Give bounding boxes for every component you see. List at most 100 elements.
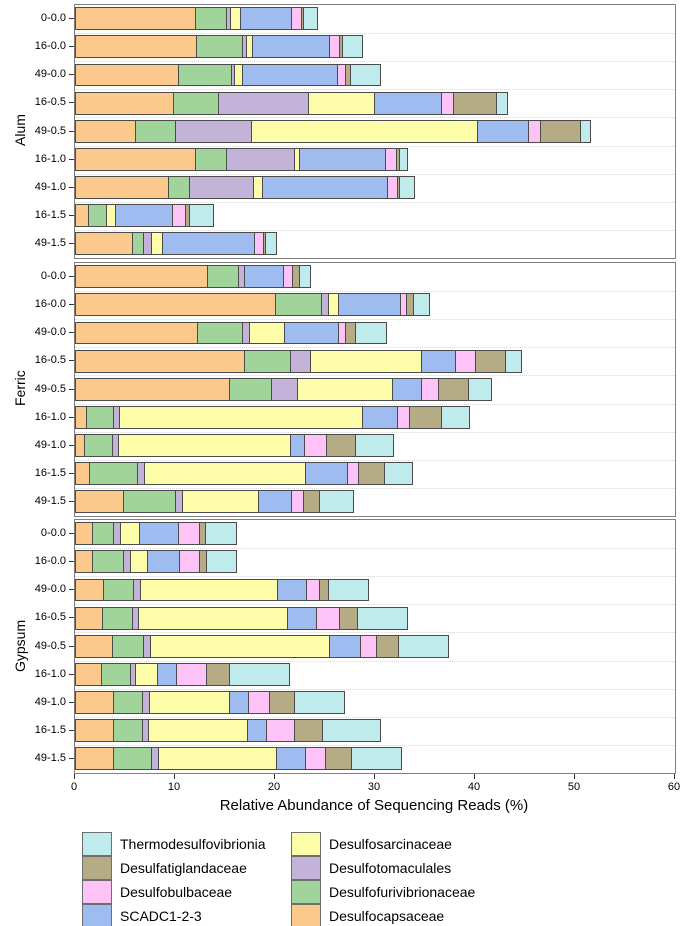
bar-alum-49-0.0 bbox=[75, 63, 381, 87]
bar-segment-Desulfofurivibrionaceae bbox=[92, 522, 114, 546]
bar-segment-Thermodesulfovibrionia bbox=[205, 522, 237, 546]
bar-alum-49-1.0 bbox=[75, 175, 415, 199]
category-label: 49-0.5 bbox=[34, 124, 66, 137]
x-tick-mark bbox=[374, 774, 375, 779]
minor-gridline bbox=[75, 33, 675, 35]
bar-segment-Desulfobulbaceae bbox=[360, 634, 377, 658]
bar-segment-Desulfatiglandaceae bbox=[325, 747, 352, 771]
bar-segment-Desulfosarcinaceae bbox=[140, 578, 278, 602]
bar-alum-0-0.0 bbox=[75, 7, 318, 31]
bar-segment-SCADC1-2-3 bbox=[252, 35, 330, 59]
bar-segment-Desulfocapsaceae bbox=[75, 578, 104, 602]
bar-ferric-49-1.5 bbox=[75, 490, 354, 514]
x-tick-mark bbox=[674, 774, 675, 779]
bar-segment-Desulfatiglandaceae bbox=[206, 662, 230, 686]
category-label: 16-0.0 bbox=[34, 40, 66, 53]
bar-alum-16-0.5 bbox=[75, 91, 508, 115]
minor-gridline bbox=[75, 117, 675, 119]
bar-segment-Thermodesulfovibrionia bbox=[399, 147, 408, 171]
bar-segment-Desulfofurivibrionaceae bbox=[88, 204, 107, 227]
bar-gypsum-16-1.5 bbox=[75, 719, 381, 742]
legend: Thermodesulfovibrionia Desulfatiglandacea… bbox=[0, 828, 685, 926]
bar-segment-Desulfocapsaceae bbox=[75, 606, 103, 630]
bar-segment-Thermodesulfovibrionia bbox=[580, 119, 591, 143]
bar-segment-SCADC1-2-3 bbox=[299, 147, 386, 171]
bar-segment-Thermodesulfovibrionia bbox=[496, 91, 508, 115]
bar-segment-Thermodesulfovibrionia bbox=[413, 293, 430, 317]
category-label: 16-0.5 bbox=[34, 611, 66, 624]
bar-segment-Desulfocapsaceae bbox=[75, 522, 93, 546]
y-tick-mark bbox=[69, 130, 74, 132]
bar-segment-Desulfocapsaceae bbox=[75, 35, 197, 59]
minor-gridline bbox=[75, 604, 675, 606]
y-tick-mark bbox=[69, 589, 74, 591]
y-tick-mark bbox=[69, 533, 74, 535]
minor-gridline bbox=[75, 548, 675, 550]
bar-segment-Desulfocapsaceae bbox=[75, 7, 196, 31]
bar-segment-SCADC1-2-3 bbox=[392, 377, 422, 401]
bar-gypsum-16-1.0 bbox=[75, 662, 290, 686]
panel-label-gypsum: Gypsum bbox=[12, 619, 28, 672]
x-tick-mark bbox=[474, 774, 475, 779]
y-tick-mark bbox=[69, 276, 74, 278]
bar-segment-Desulfofurivibrionaceae bbox=[84, 433, 113, 457]
bar-segment-Desulfosarcinaceae bbox=[148, 719, 248, 742]
x-tick-mark bbox=[274, 774, 275, 779]
bar-segment-Desulfosarcinaceae bbox=[297, 377, 393, 401]
bar-segment-Desulfocapsaceae bbox=[75, 293, 276, 317]
minor-gridline bbox=[75, 229, 675, 231]
bar-segment-Thermodesulfovibrionia bbox=[351, 747, 402, 771]
bar-segment-Desulfatiglandaceae bbox=[303, 490, 320, 514]
bar-segment-Desulfobulbaceae bbox=[178, 522, 200, 546]
category-label: 49-0.0 bbox=[34, 583, 66, 596]
bar-segment-Desulfobulbaceae bbox=[172, 204, 186, 227]
bar-segment-Desulfobulbaceae bbox=[455, 349, 476, 373]
bar-segment-Desulfosarcinaceae bbox=[308, 91, 375, 115]
y-tick-mark bbox=[69, 18, 74, 20]
y-tick-mark bbox=[69, 102, 74, 104]
legend-swatch-Desulfotomaculales bbox=[291, 856, 321, 880]
bar-segment-SCADC1-2-3 bbox=[147, 550, 180, 574]
bar-segment-Desulfosarcinaceae bbox=[251, 119, 478, 143]
bar-segment-Desulfobulbaceae bbox=[179, 550, 200, 574]
bar-segment-Thermodesulfovibrionia bbox=[319, 490, 354, 514]
bar-segment-Desulfofurivibrionaceae bbox=[275, 293, 322, 317]
bar-segment-Desulfobulbaceae bbox=[306, 578, 320, 602]
bar-segment-Desulfofurivibrionaceae bbox=[207, 265, 239, 289]
bar-segment-Desulfofurivibrionaceae bbox=[113, 719, 143, 742]
bar-segment-Desulfofurivibrionaceae bbox=[196, 35, 243, 59]
bar-segment-Desulfofurivibrionaceae bbox=[102, 606, 133, 630]
y-tick-mark bbox=[69, 332, 74, 334]
y-tick-mark bbox=[69, 645, 74, 647]
bar-segment-Desulfatiglandaceae bbox=[269, 690, 295, 714]
bar-segment-Desulfobulbaceae bbox=[176, 662, 207, 686]
x-tick-mark bbox=[74, 774, 75, 779]
legend-label-SCADC1-2-3: SCADC1-2-3 bbox=[120, 908, 202, 924]
bar-segment-SCADC1-2-3 bbox=[284, 321, 339, 345]
bar-alum-16-1.0 bbox=[75, 147, 408, 171]
bar-segment-Desulfocapsaceae bbox=[75, 119, 136, 143]
bar-ferric-49-0.5 bbox=[75, 377, 492, 401]
minor-gridline bbox=[75, 145, 675, 147]
bar-segment-Thermodesulfovibrionia bbox=[189, 204, 214, 227]
bar-segment-Desulfotomaculales bbox=[226, 147, 295, 171]
bar-segment-Desulfocapsaceae bbox=[75, 377, 230, 401]
bar-segment-SCADC1-2-3 bbox=[374, 91, 442, 115]
bar-segment-SCADC1-2-3 bbox=[247, 719, 267, 742]
y-tick-mark bbox=[69, 46, 74, 48]
minor-gridline bbox=[75, 89, 675, 91]
bar-segment-SCADC1-2-3 bbox=[277, 578, 307, 602]
category-label: 0-0.0 bbox=[40, 12, 66, 25]
bar-segment-Desulfofurivibrionaceae bbox=[178, 63, 232, 87]
bar-segment-Desulfatiglandaceae bbox=[326, 433, 356, 457]
bar-segment-Desulfocapsaceae bbox=[75, 204, 89, 227]
bar-ferric-16-1.0 bbox=[75, 405, 470, 429]
bar-segment-Thermodesulfovibrionia bbox=[294, 690, 345, 714]
bar-segment-Desulfofurivibrionaceae bbox=[135, 119, 176, 143]
bar-segment-Desulfatiglandaceae bbox=[438, 377, 469, 401]
bar-segment-Desulfotomaculales bbox=[175, 119, 252, 143]
bar-segment-Desulfatiglandaceae bbox=[409, 405, 442, 429]
category-label: 16-1.0 bbox=[34, 152, 66, 165]
bar-segment-Desulfofurivibrionaceae bbox=[197, 321, 243, 345]
bar-segment-Desulfosarcinaceae bbox=[158, 747, 277, 771]
